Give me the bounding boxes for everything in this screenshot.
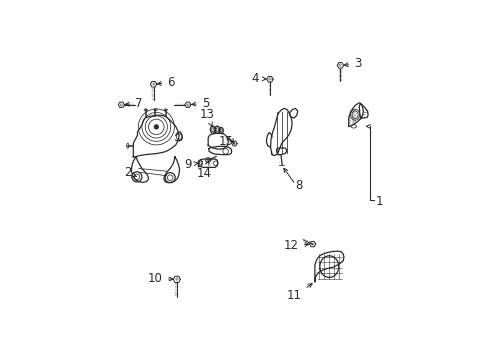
Text: 13: 13 — [199, 108, 214, 127]
Text: 7: 7 — [125, 97, 143, 110]
Text: 2: 2 — [124, 166, 137, 179]
Text: 14: 14 — [196, 161, 212, 180]
Text: 10: 10 — [148, 272, 173, 285]
Text: 8: 8 — [295, 179, 303, 192]
Circle shape — [154, 125, 159, 129]
Text: 15: 15 — [218, 135, 233, 148]
Text: 9: 9 — [184, 158, 198, 171]
Text: 5: 5 — [192, 97, 209, 110]
Text: 4: 4 — [251, 72, 266, 85]
Text: 3: 3 — [344, 58, 362, 71]
Text: 1: 1 — [375, 195, 383, 208]
Text: 12: 12 — [284, 239, 309, 252]
Text: 11: 11 — [287, 284, 312, 302]
Text: 6: 6 — [157, 76, 175, 89]
